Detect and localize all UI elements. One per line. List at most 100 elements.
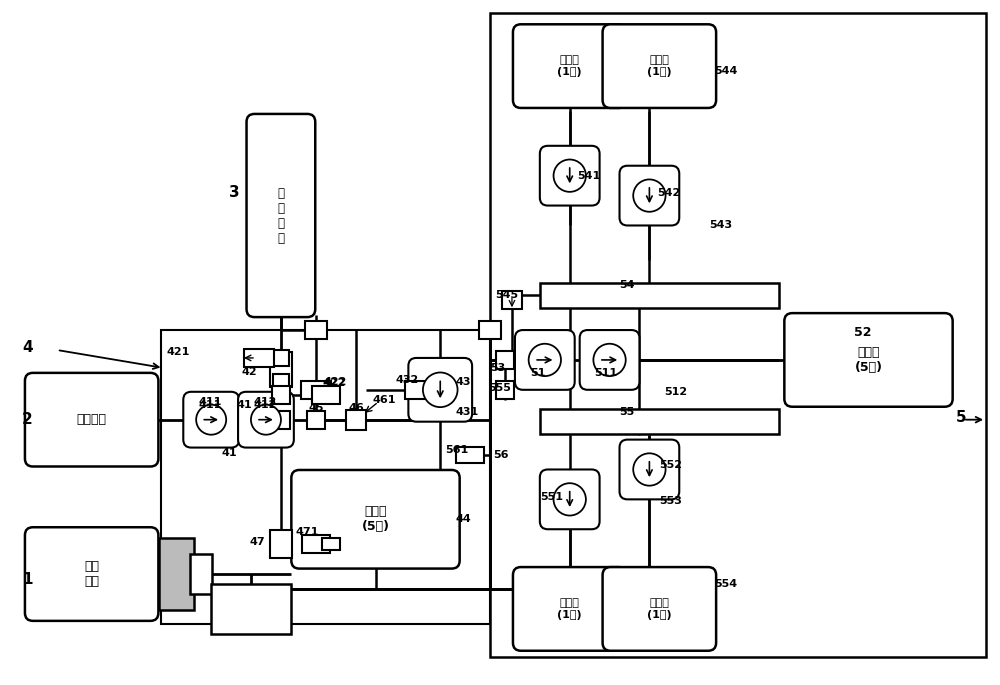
FancyBboxPatch shape xyxy=(25,373,158,466)
Text: 52: 52 xyxy=(854,325,871,338)
Bar xyxy=(496,351,514,369)
Text: 552: 552 xyxy=(659,460,682,469)
Text: 55: 55 xyxy=(620,407,635,416)
Text: 554: 554 xyxy=(714,579,737,589)
Bar xyxy=(273,350,289,366)
Bar xyxy=(502,291,522,309)
FancyBboxPatch shape xyxy=(580,330,639,390)
Text: 422: 422 xyxy=(323,378,346,388)
Bar xyxy=(211,584,291,634)
Text: 43: 43 xyxy=(455,377,471,387)
FancyBboxPatch shape xyxy=(25,527,158,621)
Bar xyxy=(312,386,340,403)
Bar xyxy=(272,386,290,403)
Bar xyxy=(273,374,289,390)
Text: 41: 41 xyxy=(236,400,252,410)
Text: 46: 46 xyxy=(349,403,364,413)
Bar xyxy=(302,535,330,553)
Text: 461: 461 xyxy=(373,395,396,405)
Bar xyxy=(270,353,292,387)
Text: 432: 432 xyxy=(395,375,419,385)
Text: 存储器
(1升): 存储器 (1升) xyxy=(647,598,672,620)
Circle shape xyxy=(633,179,666,212)
Text: 411: 411 xyxy=(198,397,222,407)
Text: 541: 541 xyxy=(578,171,601,181)
Text: 422: 422 xyxy=(324,377,347,387)
Text: 51: 51 xyxy=(530,368,545,378)
Text: 存储器
(5升): 存储器 (5升) xyxy=(854,346,882,374)
Bar xyxy=(456,447,484,462)
Text: 421: 421 xyxy=(166,347,190,357)
Text: 41: 41 xyxy=(221,447,237,458)
Bar xyxy=(322,538,340,550)
Text: 2: 2 xyxy=(22,412,33,427)
FancyBboxPatch shape xyxy=(603,24,716,108)
Text: 551: 551 xyxy=(540,493,563,502)
Text: 471: 471 xyxy=(296,527,319,537)
Bar xyxy=(272,411,290,429)
Bar xyxy=(307,411,325,429)
Circle shape xyxy=(251,405,281,435)
Bar xyxy=(346,410,366,429)
Text: 544: 544 xyxy=(714,66,738,76)
Circle shape xyxy=(593,344,626,376)
FancyBboxPatch shape xyxy=(784,313,953,407)
FancyBboxPatch shape xyxy=(540,146,600,206)
Bar xyxy=(540,409,779,434)
Text: 存储器
(1升): 存储器 (1升) xyxy=(647,55,672,77)
Bar xyxy=(244,349,274,367)
FancyBboxPatch shape xyxy=(408,358,472,422)
Text: 存储器
(1升): 存储器 (1升) xyxy=(557,55,582,77)
Text: 4: 4 xyxy=(22,340,33,356)
Bar xyxy=(405,381,425,399)
Text: 副
气
体
源: 副 气 体 源 xyxy=(277,186,284,245)
Text: 542: 542 xyxy=(657,188,681,197)
Bar xyxy=(496,381,514,399)
Text: 411: 411 xyxy=(198,400,222,410)
Text: 412: 412 xyxy=(253,400,276,410)
Text: 42: 42 xyxy=(241,367,257,377)
Text: 45: 45 xyxy=(309,403,324,413)
FancyBboxPatch shape xyxy=(247,114,315,317)
FancyBboxPatch shape xyxy=(513,24,626,108)
Bar xyxy=(479,321,501,339)
Text: 553: 553 xyxy=(659,497,682,506)
Text: 56: 56 xyxy=(493,449,509,460)
FancyBboxPatch shape xyxy=(291,470,460,569)
Circle shape xyxy=(529,344,561,376)
Bar xyxy=(305,321,327,339)
FancyBboxPatch shape xyxy=(238,392,294,447)
Text: 44: 44 xyxy=(455,514,471,524)
FancyBboxPatch shape xyxy=(620,440,679,499)
Circle shape xyxy=(633,453,666,486)
Text: 511: 511 xyxy=(595,368,618,378)
FancyBboxPatch shape xyxy=(513,567,626,651)
FancyBboxPatch shape xyxy=(515,330,575,390)
Bar xyxy=(159,538,194,610)
Bar xyxy=(540,283,779,308)
Text: 412: 412 xyxy=(253,397,276,407)
Circle shape xyxy=(196,405,226,435)
Text: 3: 3 xyxy=(229,185,240,200)
Text: 主气体源: 主气体源 xyxy=(77,413,107,426)
FancyBboxPatch shape xyxy=(540,469,600,530)
FancyBboxPatch shape xyxy=(620,166,679,225)
Bar xyxy=(490,13,986,657)
Text: 53: 53 xyxy=(490,363,505,373)
Bar xyxy=(301,381,331,399)
Text: 54: 54 xyxy=(620,280,635,290)
Circle shape xyxy=(554,160,586,192)
Circle shape xyxy=(554,483,586,516)
Text: 5: 5 xyxy=(956,410,967,425)
Bar xyxy=(270,530,292,558)
Text: 543: 543 xyxy=(709,221,732,230)
Text: 431: 431 xyxy=(455,407,478,416)
FancyBboxPatch shape xyxy=(183,392,239,447)
Text: 545: 545 xyxy=(495,290,518,300)
Text: 555: 555 xyxy=(488,383,511,393)
Text: 512: 512 xyxy=(664,387,687,397)
Text: 561: 561 xyxy=(445,445,468,455)
Text: 真空
泵组: 真空 泵组 xyxy=(84,560,99,588)
Text: 47: 47 xyxy=(249,537,265,547)
Bar xyxy=(190,554,212,594)
